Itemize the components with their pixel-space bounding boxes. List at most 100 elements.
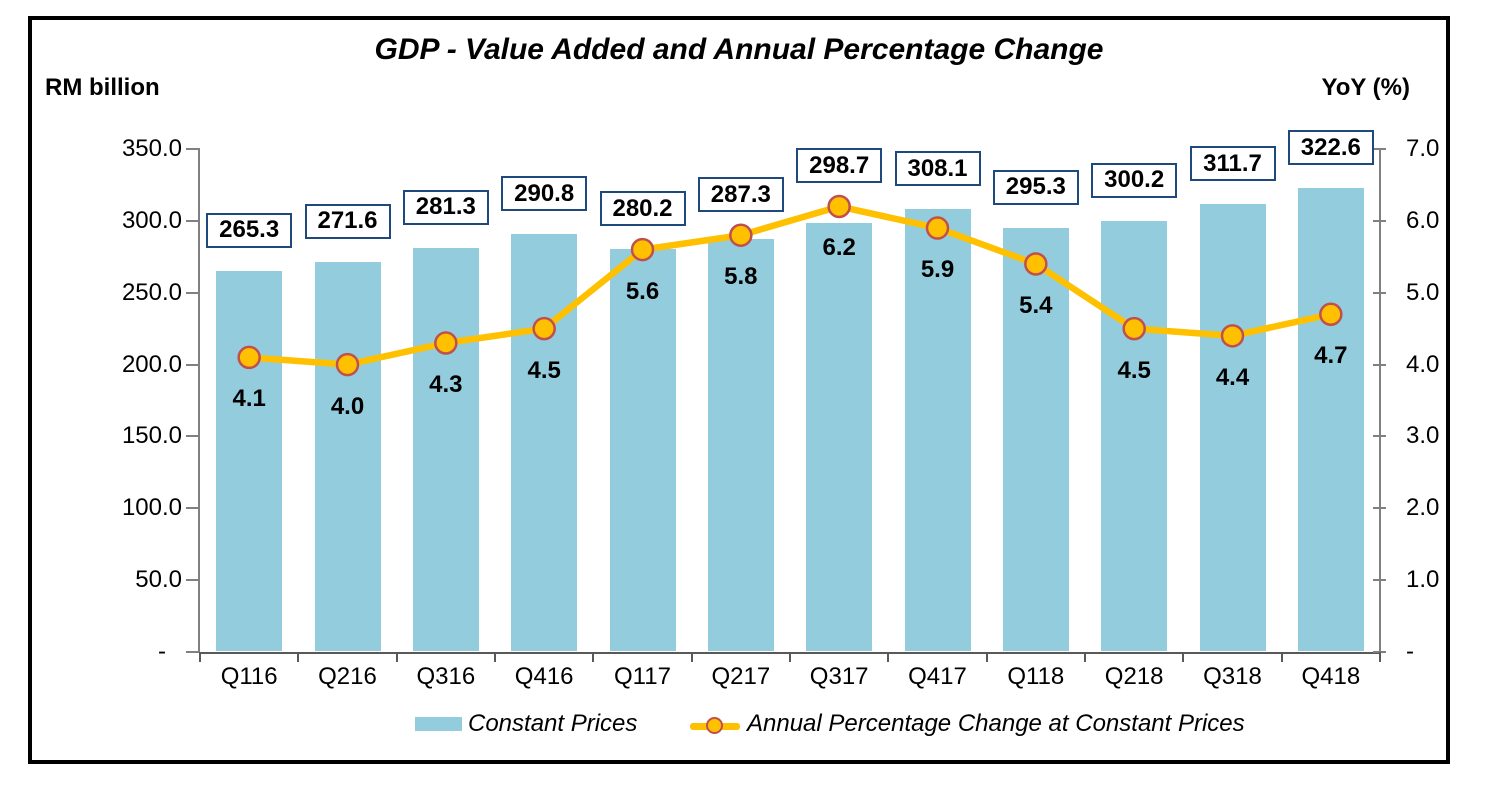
x-axis-tick [199,652,201,662]
x-axis-tick [789,652,791,662]
right-axis-tick [1373,219,1386,222]
bar-constant-prices [511,234,578,651]
left-axis-tick-label: 50.0 [135,566,182,594]
right-axis-title: YoY (%) [1321,74,1410,101]
x-category-label: Q217 [711,663,771,690]
left-axis-title: RM billion [45,74,160,101]
left-axis-tick [186,219,200,222]
right-axis-tick-label: 3.0 [1406,422,1440,450]
bar-constant-prices [609,249,676,651]
legend-label-annual-change: Annual Percentage Change at Constant Pri… [747,710,1245,737]
bar-value-label-box: 298.7 [796,148,883,184]
x-category-label: Q118 [1007,663,1065,690]
x-category-label: Q416 [514,663,574,690]
bar-constant-prices [314,261,381,651]
bar-value-label-box: 290.8 [501,176,588,212]
bar-constant-prices [707,239,774,651]
right-axis-tick-label: 6.0 [1406,206,1440,234]
line-value-label: 4.7 [1314,342,1348,370]
bar-value-label-box: 295.3 [992,169,1079,205]
line-value-label: 4.0 [330,392,365,420]
left-axis-tick-label: 200.0 [121,350,182,378]
right-axis-tick-label: 2.0 [1406,494,1440,522]
bar-constant-prices [412,247,479,651]
x-axis-tick [1379,652,1381,662]
bar-constant-prices [806,222,873,651]
right-axis-tick [1373,148,1386,150]
chart-title: GDP - Value Added and Annual Percentage … [374,33,1104,66]
line-value-label: 5.9 [920,256,955,284]
line-value-label: 4.5 [1117,356,1151,384]
left-axis-tick [186,291,200,294]
legend-swatch-constant-prices [415,717,462,731]
x-category-label: Q218 [1104,663,1164,690]
line-value-label: 6.2 [822,234,856,262]
x-category-label: Q318 [1203,663,1262,690]
bar-value-label-box: 322.6 [1287,130,1374,166]
bar-constant-prices [1297,188,1364,651]
x-category-label: Q417 [908,663,967,690]
left-axis-tick-label: 250.0 [121,278,182,306]
left-axis-tick-label: 300.0 [121,206,182,234]
right-axis-line [1379,149,1381,652]
right-axis-tick [1373,579,1386,582]
x-axis-tick [887,652,890,662]
x-category-label: Q418 [1301,663,1361,690]
left-axis-tick-label: 150.0 [121,422,182,450]
line-value-label: 5.8 [724,263,758,291]
bar-value-label-box: 287.3 [697,177,784,213]
line-value-label: 5.6 [625,277,660,305]
right-axis-tick [1373,507,1386,510]
left-axis-tick-label: 350.0 [121,135,182,162]
line-value-label: 5.4 [1019,291,1053,319]
right-axis-tick-label: - [1406,638,1414,665]
x-category-label: Q316 [416,663,476,690]
bar-value-label-box: 281.3 [402,189,489,225]
line-value-label: 4.3 [429,371,463,398]
bar-value-label-box: 265.3 [206,212,293,248]
bar-constant-prices [1199,204,1266,651]
left-axis-tick [186,507,200,510]
left-axis-tick [186,148,200,150]
bar-value-label-box: 271.6 [304,203,391,239]
x-axis-tick [985,652,988,662]
x-axis-tick [297,652,300,662]
x-category-label: Q317 [809,663,869,690]
right-axis-tick [1373,291,1386,294]
line-value-label: 4.5 [527,356,561,384]
right-axis-tick-label: 5.0 [1406,278,1440,306]
x-axis-tick [1084,652,1086,662]
left-axis-tick-label: 100.0 [121,494,182,522]
left-axis-line [198,149,200,652]
right-axis-tick-label: 1.0 [1406,566,1440,594]
left-axis-tick-label: - [158,638,166,665]
x-category-label: Q117 [614,663,671,690]
left-axis-tick [186,651,200,653]
bar-value-label-box: 308.1 [894,151,981,187]
bar-value-label-box: 300.2 [1091,162,1178,198]
x-axis-tick [395,652,398,662]
left-axis-tick [186,363,200,366]
line-value-label: 4.1 [232,385,266,413]
x-axis-tick [494,652,496,662]
bar-constant-prices [216,270,283,651]
right-axis-tick [1373,363,1386,366]
right-axis-tick [1373,435,1386,438]
line-value-label: 4.4 [1215,363,1250,391]
x-axis-tick [1182,652,1185,662]
bar-constant-prices [1101,220,1168,651]
bar-value-label-box: 311.7 [1189,146,1276,182]
right-axis-tick-label: 7.0 [1406,135,1440,162]
x-axis-tick [1280,652,1283,662]
left-axis-tick [186,435,200,438]
bar-value-label-box: 280.2 [599,191,686,227]
right-axis-tick-label: 4.0 [1406,350,1440,378]
left-axis-tick [186,579,200,582]
legend-marker-sample [706,717,723,734]
x-category-label: Q116 [220,663,278,690]
x-axis-tick [690,652,693,662]
x-category-label: Q216 [318,663,377,690]
legend-label-constant-prices: Constant Prices [468,710,638,737]
x-axis-tick [592,652,595,662]
